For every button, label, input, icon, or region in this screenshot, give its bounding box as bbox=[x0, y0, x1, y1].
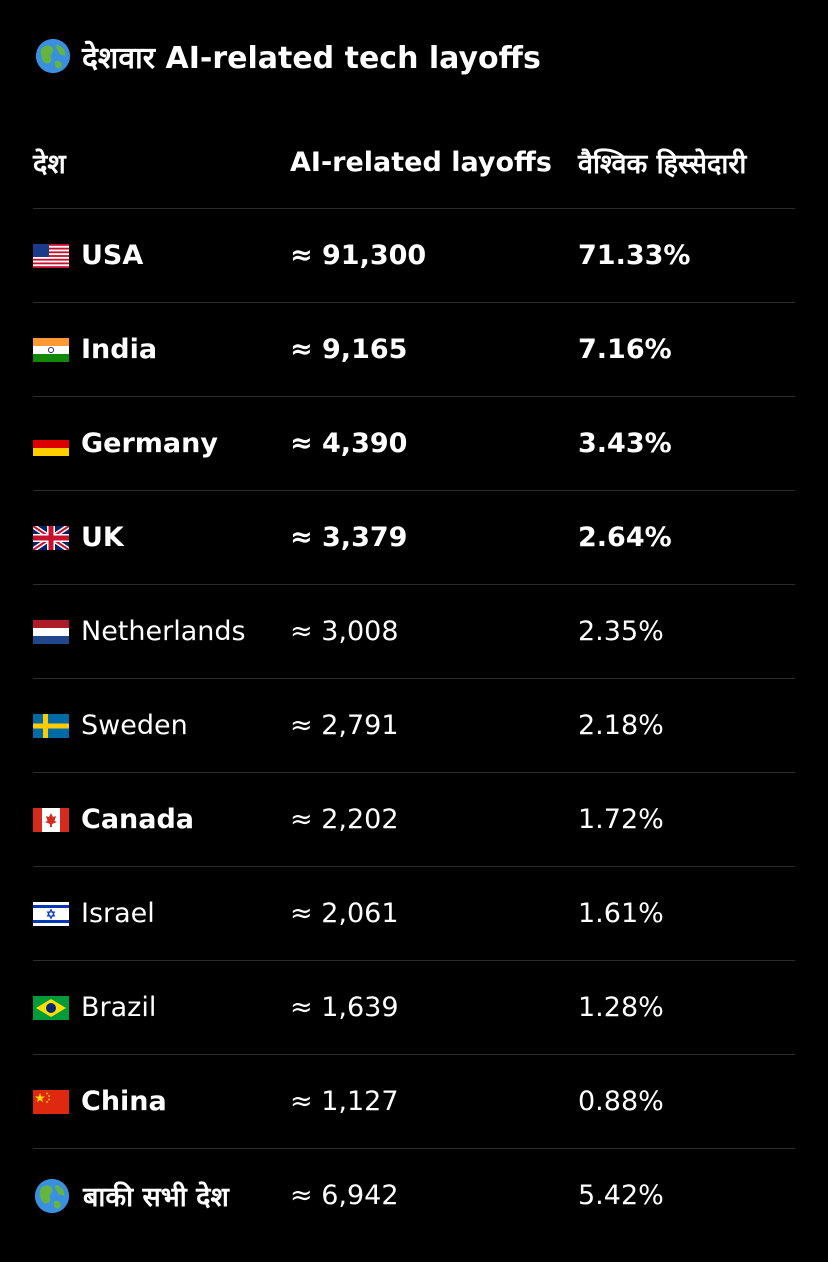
layoffs-cell: ≈ 2,202 bbox=[290, 804, 399, 835]
layoffs-cell: ≈ 1,127 bbox=[290, 1086, 399, 1117]
country-cell: Brazil bbox=[33, 992, 290, 1023]
share-cell: 0.88% bbox=[578, 1086, 664, 1117]
flag-netherlands-icon bbox=[33, 619, 69, 644]
layoffs-cell: ≈ 6,942 bbox=[290, 1180, 399, 1211]
table-row: Canada ≈ 2,202 1.72% bbox=[33, 773, 795, 867]
flag-brazil-icon bbox=[33, 995, 69, 1020]
table-row: Israel ≈ 2,061 1.61% bbox=[33, 867, 795, 961]
table-row: China ≈ 1,127 0.88% bbox=[33, 1055, 795, 1149]
country-cell: Netherlands bbox=[33, 616, 290, 647]
country-cell: Canada bbox=[33, 804, 290, 835]
table-row: USA ≈ 91,300 71.33% bbox=[33, 209, 795, 303]
layoffs-cell: ≈ 2,791 bbox=[290, 710, 399, 741]
layoffs-cell: ≈ 91,300 bbox=[290, 240, 427, 271]
country-name: Israel bbox=[81, 898, 155, 929]
country-cell: Sweden bbox=[33, 710, 290, 741]
layoffs-cell: ≈ 9,165 bbox=[290, 334, 408, 365]
flag-uk-icon bbox=[33, 525, 69, 550]
country-name: USA bbox=[81, 240, 144, 271]
share-cell: 1.61% bbox=[578, 898, 664, 929]
country-name: बाकी सभी देश bbox=[83, 1182, 229, 1213]
country-cell: USA bbox=[33, 240, 290, 271]
flag-sweden-icon bbox=[33, 713, 69, 738]
flag-germany-icon bbox=[33, 431, 69, 456]
globe-icon bbox=[34, 1178, 70, 1213]
table-row: Netherlands ≈ 3,008 2.35% bbox=[33, 585, 795, 679]
country-cell: Germany bbox=[33, 428, 290, 459]
layoffs-cell: ≈ 1,639 bbox=[290, 992, 399, 1023]
flag-china-icon bbox=[33, 1089, 69, 1114]
layoffs-cell: ≈ 3,379 bbox=[290, 522, 408, 553]
layoffs-table: देश AI-related layoffs वैश्विक हिस्सेदार… bbox=[33, 116, 795, 1242]
country-cell: India bbox=[33, 334, 290, 365]
table-header: देश AI-related layoffs वैश्विक हिस्सेदार… bbox=[33, 116, 795, 209]
country-cell: China bbox=[33, 1086, 290, 1117]
header-share: वैश्विक हिस्सेदारी bbox=[578, 148, 747, 180]
flag-india-icon bbox=[33, 337, 69, 362]
table-row: India ≈ 9,165 7.16% bbox=[33, 303, 795, 397]
country-name: UK bbox=[81, 522, 124, 553]
layoffs-cell: ≈ 3,008 bbox=[290, 616, 399, 647]
share-cell: 1.28% bbox=[578, 992, 664, 1023]
flag-canada-icon bbox=[33, 807, 69, 832]
share-cell: 2.64% bbox=[578, 522, 672, 553]
page-title: देशवार AI-related tech layoffs bbox=[34, 34, 541, 78]
table-body: USA ≈ 91,300 71.33% India ≈ 9,165 7.16% German… bbox=[33, 209, 795, 1242]
share-cell: 71.33% bbox=[578, 240, 691, 271]
flag-usa-icon bbox=[33, 243, 69, 268]
country-cell: Israel bbox=[33, 898, 290, 929]
country-name: Netherlands bbox=[81, 616, 246, 647]
country-name: China bbox=[81, 1086, 167, 1117]
header-country: देश bbox=[33, 148, 66, 180]
page-title-text: देशवार AI-related tech layoffs bbox=[82, 40, 541, 76]
table-row: Sweden ≈ 2,791 2.18% bbox=[33, 679, 795, 773]
country-name: Sweden bbox=[81, 710, 188, 741]
country-name: Canada bbox=[81, 804, 195, 835]
globe-icon bbox=[35, 38, 71, 74]
header-layoffs: AI-related layoffs bbox=[290, 146, 552, 178]
country-cell: बाकी सभी देश bbox=[33, 1177, 290, 1215]
share-cell: 7.16% bbox=[578, 334, 672, 365]
share-cell: 2.18% bbox=[578, 710, 664, 741]
layoffs-cell: ≈ 4,390 bbox=[290, 428, 408, 459]
country-cell: UK bbox=[33, 522, 290, 553]
table-row: UK ≈ 3,379 2.64% bbox=[33, 491, 795, 585]
table-row: Germany ≈ 4,390 3.43% bbox=[33, 397, 795, 491]
country-name: India bbox=[81, 334, 158, 365]
share-cell: 2.35% bbox=[578, 616, 664, 647]
table-row: बाकी सभी देश ≈ 6,942 5.42% bbox=[33, 1149, 795, 1242]
share-cell: 1.72% bbox=[578, 804, 664, 835]
layoffs-cell: ≈ 2,061 bbox=[290, 898, 399, 929]
share-cell: 3.43% bbox=[578, 428, 672, 459]
table-row: Brazil ≈ 1,639 1.28% bbox=[33, 961, 795, 1055]
flag-israel-icon bbox=[33, 901, 69, 926]
share-cell: 5.42% bbox=[578, 1180, 664, 1211]
country-name: Brazil bbox=[81, 992, 157, 1023]
country-name: Germany bbox=[81, 428, 218, 459]
